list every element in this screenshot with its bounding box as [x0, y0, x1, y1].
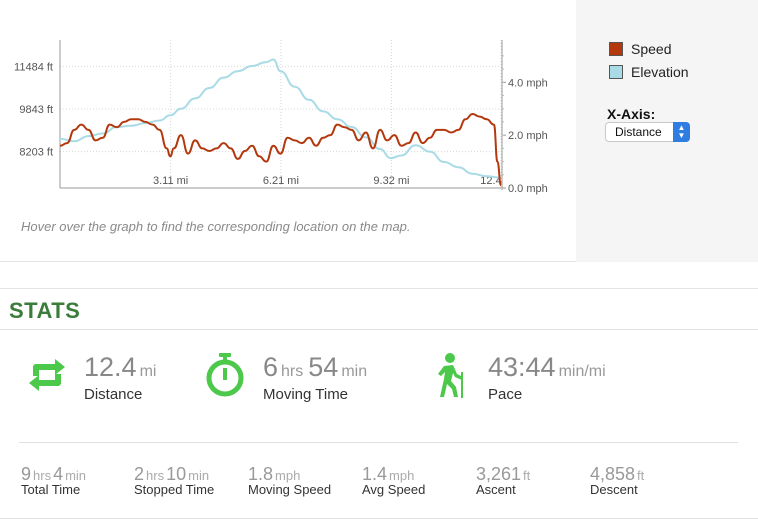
stopped-hours-value: 2 — [134, 464, 145, 484]
stats-title: STATS — [9, 298, 81, 323]
total-minutes-unit: min — [65, 468, 87, 483]
stat-distance: 12.4 mi Distance — [25, 352, 195, 403]
stat-moving-time: 6 hrs 54 min Moving Time — [203, 352, 403, 403]
left-tick-label: 8203 ft — [19, 147, 53, 159]
avg-speed-value: 1.4 — [362, 464, 388, 484]
avg-speed-label: Avg Speed — [362, 482, 426, 497]
distance-label: Distance — [84, 386, 143, 403]
legend-label-speed: Speed — [631, 41, 672, 57]
moving-speed-value: 1.8 — [248, 464, 274, 484]
left-tick-label: 11484 ft — [14, 61, 53, 73]
stat-avg-speed: 1.4 mph Avg Speed — [362, 464, 425, 497]
xaxis-select-value: Distance — [615, 125, 662, 139]
x-tick-label: 3.11 mi — [153, 175, 188, 187]
moving-time-label: Moving Time — [263, 386, 349, 403]
moving-minutes-unit: min — [341, 363, 368, 380]
descent-unit: ft — [637, 468, 645, 483]
avg-speed-unit: mph — [389, 468, 415, 483]
stopped-time-label: Stopped Time — [134, 482, 215, 497]
speed-line — [59, 112, 502, 187]
moving-minutes-value: 54 — [308, 352, 339, 382]
moving-speed-label: Moving Speed — [248, 482, 332, 497]
total-time-label: Total Time — [21, 482, 81, 497]
distance-unit: mi — [139, 363, 157, 380]
legend-item-elevation[interactable]: Elevation — [609, 64, 689, 80]
stats-divider — [19, 442, 738, 443]
stopped-minutes-unit: min — [188, 468, 210, 483]
chart-area[interactable]: 11484 ft 9843 ft 8203 ft 3.11 mi 6.21 mi 9.32… — [0, 0, 576, 262]
stat-moving-speed: 1.8 mph Moving Speed — [248, 464, 331, 497]
moving-speed-unit: mph — [275, 468, 301, 483]
moving-hours-unit: hrs — [281, 363, 304, 380]
stat-total-time: 9 hrs 4 min Total Time — [21, 464, 88, 497]
distance-value: 12.4 — [84, 352, 137, 382]
moving-hours-value: 6 — [263, 352, 279, 382]
descent-value: 4,858 — [590, 464, 636, 484]
elevation-line — [59, 58, 502, 179]
stat-stopped-time: 2 hrs 10 min Stopped Time — [134, 464, 214, 497]
right-tick-label: 4.0 mph — [508, 77, 548, 89]
legend-panel: Speed Elevation X-Axis: Distance ▲ ▼ — [576, 0, 758, 262]
total-hours-unit: hrs — [33, 468, 52, 483]
right-tick-label: 2.0 mph — [508, 130, 548, 142]
hiker-icon — [438, 353, 463, 398]
total-hours-value: 9 — [21, 464, 32, 484]
legend-label-elevation: Elevation — [631, 64, 689, 80]
stat-pace: 43:44 min/mi Pace — [430, 352, 650, 403]
speed-elevation-chart[interactable]: 11484 ft 9843 ft 8203 ft 3.11 mi 6.21 mi 9.32… — [0, 0, 576, 215]
xaxis-select[interactable]: Distance ▲ ▼ — [605, 122, 690, 142]
pace-unit: min/mi — [558, 363, 606, 380]
xaxis-label: X-Axis: — [607, 106, 656, 122]
pace-value: 43:44 — [488, 352, 556, 382]
x-tick-label: 9.32 mi — [373, 175, 409, 187]
bottom-divider — [0, 518, 758, 519]
elevation-swatch-icon — [609, 65, 623, 79]
ascent-label: Ascent — [476, 482, 516, 497]
stats-header: STATS — [0, 288, 758, 330]
speed-swatch-icon — [609, 42, 623, 56]
stat-ascent: 3,261 ft Ascent — [476, 464, 532, 497]
ascent-unit: ft — [523, 468, 531, 483]
stopwatch-icon — [206, 353, 244, 397]
left-tick-label: 9843 ft — [19, 104, 53, 116]
distance-arrows-icon — [29, 359, 65, 391]
select-arrows-icon: ▲ ▼ — [673, 122, 690, 142]
pace-label: Pace — [488, 386, 523, 403]
x-tick-label: 6.21 mi — [263, 175, 299, 187]
descent-label: Descent — [590, 482, 638, 497]
chart-hint: Hover over the graph to find the corresp… — [21, 219, 411, 234]
stopped-minutes-value: 10 — [166, 464, 187, 484]
stat-descent: 4,858 ft Descent — [590, 464, 646, 497]
legend-item-speed[interactable]: Speed — [609, 41, 671, 57]
total-minutes-value: 4 — [53, 464, 64, 484]
stopped-hours-unit: hrs — [146, 468, 165, 483]
ascent-value: 3,261 — [476, 464, 522, 484]
right-tick-label: 0.0 mph — [508, 183, 548, 195]
elevation-chart-panel: 11484 ft 9843 ft 8203 ft 3.11 mi 6.21 mi 9.32… — [0, 0, 758, 262]
